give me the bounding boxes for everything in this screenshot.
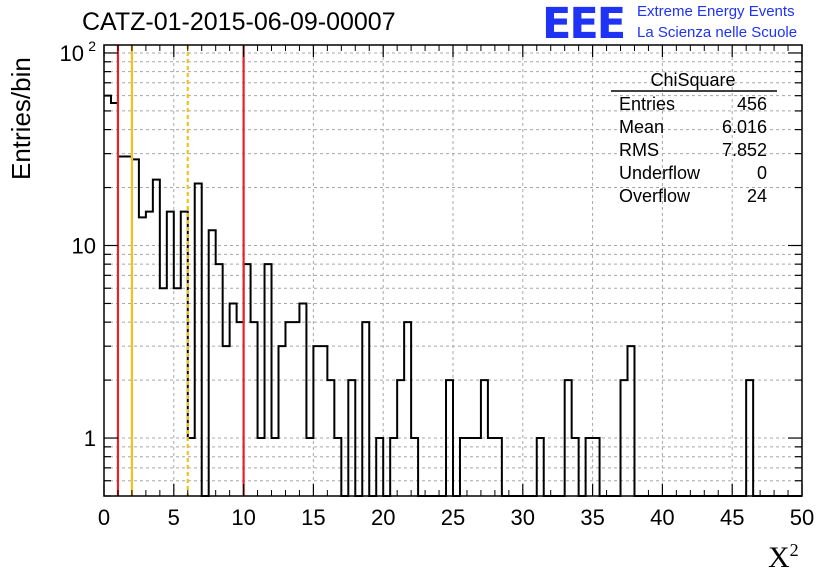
stats-row-value: 6.016 [722, 117, 767, 137]
x-axis-label: X2 [768, 540, 799, 574]
x-tick-label: 35 [580, 505, 604, 530]
stats-box: ChiSquare Entries 456 Mean 6.016 RMS 7.852 Unde… [611, 70, 777, 206]
stats-row-value: 456 [737, 94, 767, 114]
stats-row-label: Overflow [619, 186, 691, 206]
stats-row-label: RMS [619, 140, 659, 160]
stats-row-label: Entries [619, 94, 675, 114]
histogram [104, 94, 802, 497]
stats-row-value: 24 [747, 186, 767, 206]
y-tick-label: 10 [60, 41, 84, 66]
x-tick-label: 5 [168, 505, 180, 530]
x-tick-label: 10 [231, 505, 255, 530]
stats-box-title: ChiSquare [650, 70, 735, 90]
x-tick-label: 30 [511, 505, 535, 530]
stats-row-value: 0 [757, 163, 767, 183]
x-tick-label: 0 [98, 505, 110, 530]
y-tick-exponent: 2 [88, 38, 96, 54]
x-tick-label: 45 [720, 505, 744, 530]
x-tick-label: 25 [441, 505, 465, 530]
logo-subtitle-line2: La Scienza nelle Scuole [637, 24, 798, 41]
y-tick-label: 1 [84, 426, 96, 451]
x-tick-label: 15 [301, 505, 325, 530]
chart-title: CATZ-01-2015-06-09-00007 [82, 8, 396, 36]
x-tick-label: 50 [790, 505, 814, 530]
stats-row-label: Underflow [619, 163, 701, 183]
eee-logo: EEE [542, 0, 626, 49]
logo-subtitle-line1: Extreme Energy Events [637, 3, 795, 20]
stats-row-value: 7.852 [722, 140, 767, 160]
x-tick-label: 40 [650, 505, 674, 530]
y-tick-label: 10 [72, 234, 96, 259]
marker-lines [116, 45, 245, 496]
stats-row-label: Mean [619, 117, 664, 137]
histogram-outline [104, 94, 802, 497]
x-tick-label: 20 [371, 505, 395, 530]
